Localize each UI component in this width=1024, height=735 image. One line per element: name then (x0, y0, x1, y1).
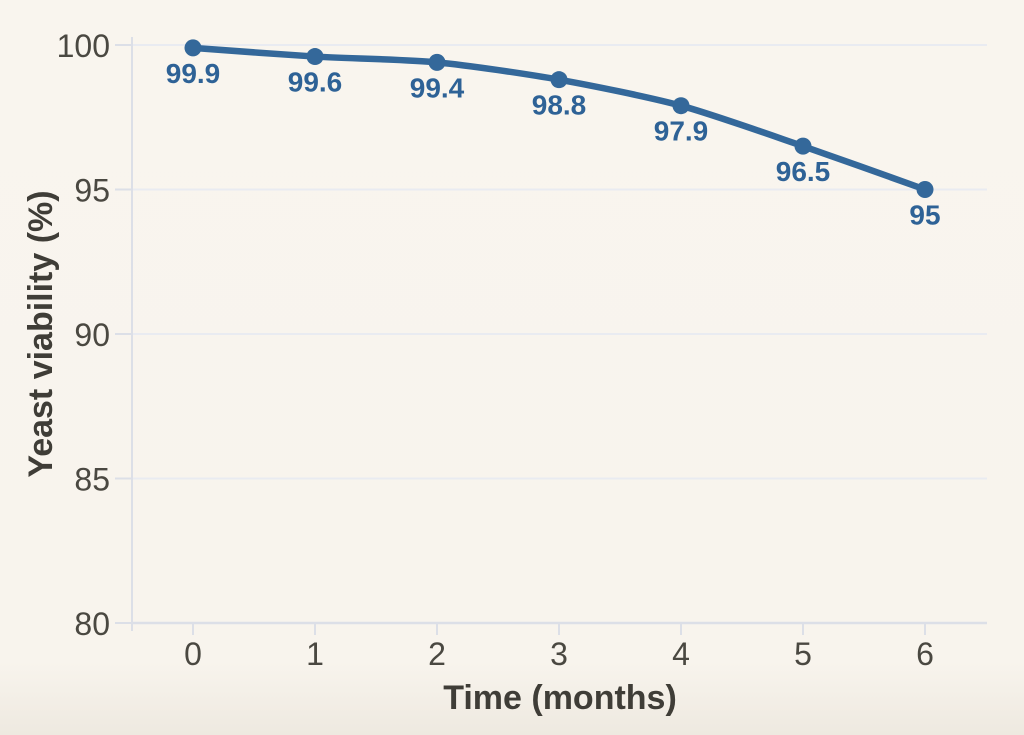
x-axis-title: Time (months) (443, 679, 677, 717)
x-tick-label: 6 (916, 636, 934, 672)
y-tick-label: 95 (74, 173, 110, 209)
label-layer: 99.9 99.6 99.4 98.8 97.9 96.5 95 (166, 58, 941, 231)
data-point-label: 99.6 (288, 67, 343, 98)
data-point-marker (794, 137, 812, 155)
grid-layer (131, 37, 987, 631)
data-point-label: 98.8 (532, 90, 587, 121)
data-point-label: 95 (909, 200, 940, 231)
data-point-marker (306, 48, 324, 66)
x-tick-label: 1 (306, 636, 324, 672)
y-tick-label: 90 (74, 317, 110, 353)
data-point-marker (672, 97, 690, 115)
data-point-label: 99.9 (166, 58, 221, 89)
x-tick-label: 0 (184, 636, 202, 672)
data-point-label: 96.5 (776, 156, 831, 187)
tick-layer: 80 85 90 95 100 0 1 2 3 4 5 6 (57, 28, 934, 672)
x-tick-label: 3 (550, 636, 568, 672)
data-point-label: 99.4 (410, 72, 465, 103)
y-tick-label: 100 (57, 28, 110, 64)
data-point-marker (184, 39, 202, 57)
y-tick-label: 85 (74, 462, 110, 498)
y-axis-title: Yeast viability (%) (22, 190, 60, 477)
x-tick-label: 4 (672, 636, 690, 672)
series-layer (184, 39, 934, 198)
y-tick-label: 80 (74, 606, 110, 642)
x-tick-label: 2 (428, 636, 446, 672)
x-tick-label: 5 (794, 636, 812, 672)
data-point-marker (550, 71, 568, 89)
data-point-marker (916, 181, 934, 198)
data-point-label: 97.9 (654, 116, 709, 147)
data-point-marker (428, 53, 446, 71)
